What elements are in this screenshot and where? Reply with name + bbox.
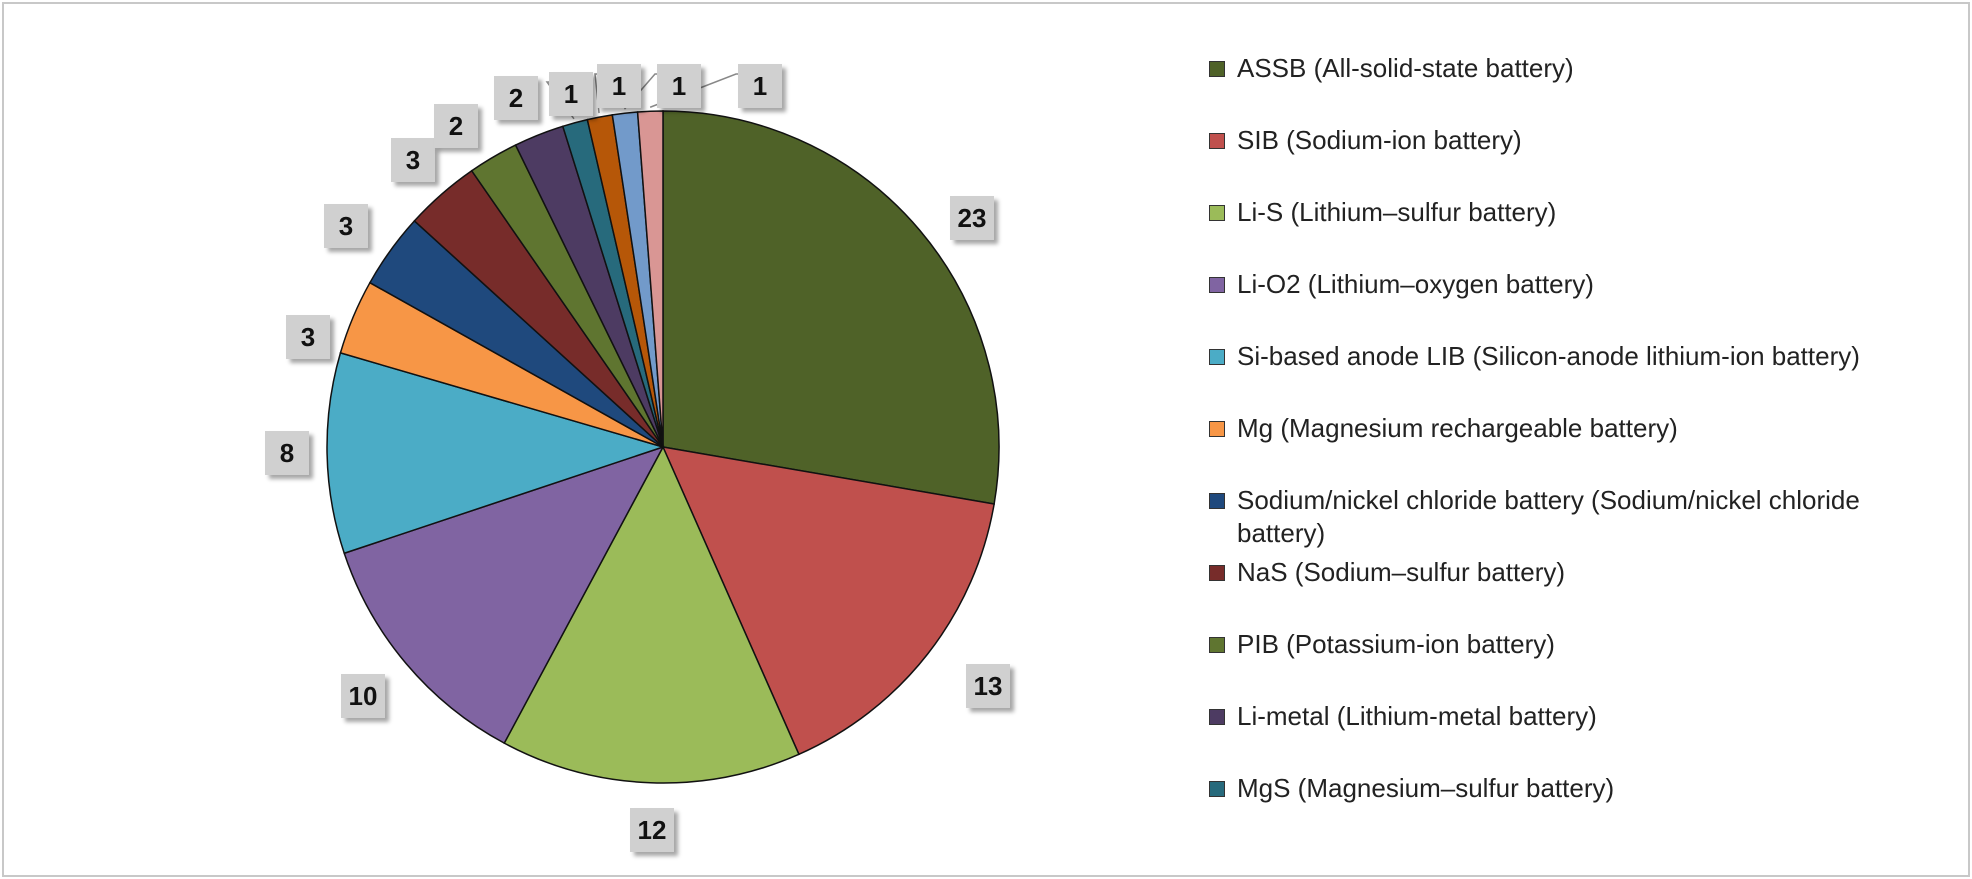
pie-slice — [662, 110, 1000, 505]
data-label: 1 — [657, 64, 701, 108]
legend-label: ASSB (All-solid-state battery) — [1237, 53, 1574, 83]
legend-swatch — [1209, 133, 1225, 149]
pie-slice — [326, 351, 666, 555]
legend: ASSB (All-solid-state battery) SIB (Sodiu… — [1209, 52, 1949, 844]
data-label: 1 — [549, 72, 593, 116]
legend-label: Li-metal (Lithium-metal battery) — [1237, 701, 1597, 731]
legend-swatch — [1209, 205, 1225, 221]
pie-slice — [343, 445, 665, 745]
legend-swatch — [1209, 349, 1225, 365]
legend-item: MgS (Magnesium–sulfur battery) — [1209, 772, 1949, 844]
legend-swatch — [1209, 277, 1225, 293]
legend-item: Li-O2 (Lithium–oxygen battery) — [1209, 268, 1949, 340]
legend-swatch — [1209, 61, 1225, 77]
legend-label: Mg (Magnesium rechargeable battery) — [1237, 413, 1678, 443]
data-label: 23 — [950, 196, 994, 240]
legend-item: Sodium/nickel chloride battery (Sodium/n… — [1209, 484, 1949, 556]
legend-item: Li-metal (Lithium-metal battery) — [1209, 700, 1949, 772]
legend-label: Li-O2 (Lithium–oxygen battery) — [1237, 269, 1594, 299]
legend-item: Li-S (Lithium–sulfur battery) — [1209, 196, 1949, 268]
legend-swatch — [1209, 565, 1225, 581]
legend-label: PIB (Potassium-ion battery) — [1237, 629, 1555, 659]
pie-slice — [661, 446, 996, 756]
data-label: 3 — [324, 204, 368, 248]
legend-item: NaS (Sodium–sulfur battery) — [1209, 556, 1949, 628]
data-label: 10 — [341, 674, 385, 718]
data-label: 1 — [597, 64, 641, 108]
data-label: 8 — [265, 431, 309, 475]
data-label: 1 — [738, 64, 782, 108]
pie-slice — [636, 110, 664, 448]
legend-item: Mg (Magnesium rechargeable battery) — [1209, 412, 1949, 484]
data-label: 12 — [630, 808, 674, 852]
legend-label: SIB (Sodium-ion battery) — [1237, 125, 1522, 155]
legend-label: Li-S (Lithium–sulfur battery) — [1237, 197, 1557, 227]
legend-swatch — [1209, 637, 1225, 653]
legend-label: Sodium/nickel chloride battery (Sodium/n… — [1237, 485, 1860, 548]
legend-swatch — [1209, 421, 1225, 437]
legend-item: SIB (Sodium-ion battery) — [1209, 124, 1949, 196]
data-label: 3 — [286, 315, 330, 359]
legend-swatch — [1209, 781, 1225, 797]
legend-swatch — [1209, 709, 1225, 725]
legend-label: MgS (Magnesium–sulfur battery) — [1237, 773, 1615, 803]
legend-item: ASSB (All-solid-state battery) — [1209, 52, 1949, 124]
data-label: 3 — [391, 138, 435, 182]
legend-label: Si-based anode LIB (Silicon-anode lithiu… — [1237, 341, 1860, 371]
pie-slice — [503, 445, 800, 784]
legend-swatch — [1209, 493, 1225, 509]
data-label: 13 — [966, 664, 1010, 708]
data-label: 2 — [494, 76, 538, 120]
legend-item: PIB (Potassium-ion battery) — [1209, 628, 1949, 700]
data-label: 2 — [434, 104, 478, 148]
legend-label: NaS (Sodium–sulfur battery) — [1237, 557, 1566, 587]
legend-item: Si-based anode LIB (Silicon-anode lithiu… — [1209, 340, 1949, 412]
